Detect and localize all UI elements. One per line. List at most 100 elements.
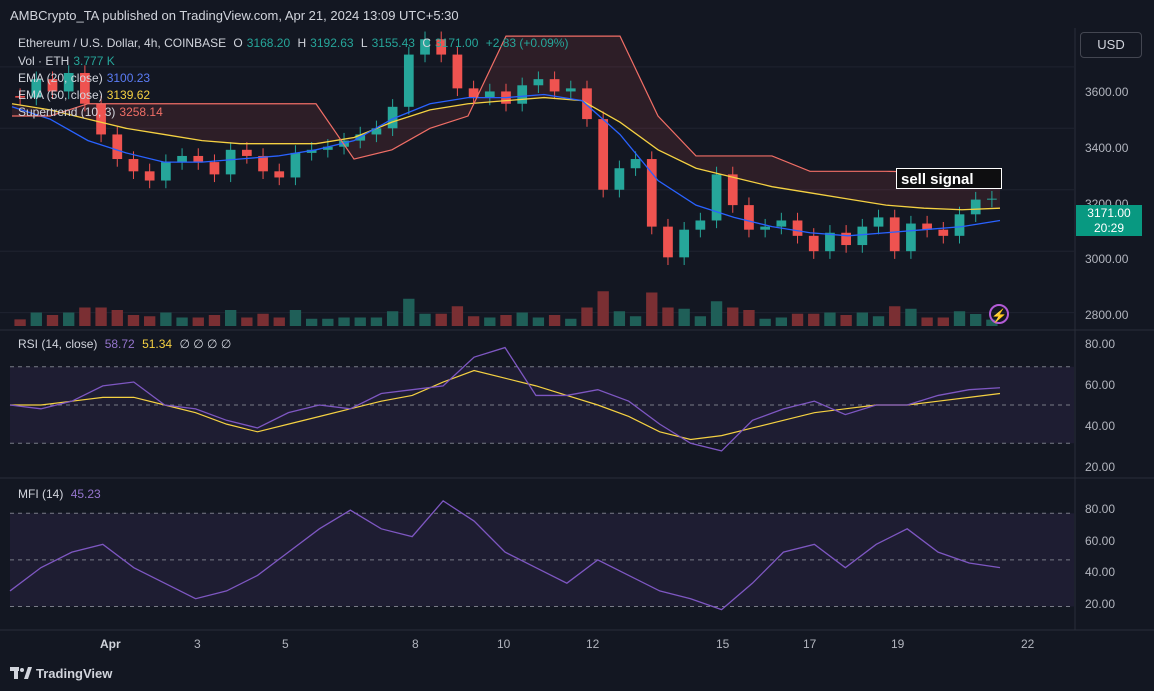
candle-body bbox=[727, 174, 738, 206]
rsi-pane[interactable] bbox=[9, 346, 1074, 452]
rsi-value: 58.72 bbox=[104, 337, 135, 351]
volume-bar bbox=[273, 317, 285, 326]
volume-bar bbox=[79, 307, 91, 326]
pane-separators bbox=[0, 28, 1154, 631]
ema20-label: EMA (20, close) bbox=[18, 71, 103, 85]
volume-bar bbox=[889, 306, 901, 326]
mfi-legend: MFI (14) 45.23 bbox=[18, 487, 105, 501]
candle-body bbox=[63, 73, 74, 92]
volume-bar bbox=[856, 312, 868, 326]
candle-body bbox=[808, 235, 819, 252]
candle-body bbox=[484, 91, 495, 98]
ema50-line bbox=[11, 96, 1001, 211]
rsi-tick: 20.00 bbox=[1085, 460, 1116, 474]
ema20-value: 3100.23 bbox=[106, 71, 151, 85]
candle-body bbox=[452, 54, 463, 89]
sell-signal-annotation[interactable]: sell signal bbox=[896, 168, 1002, 189]
change-value: +2.83 (+0.09%) bbox=[485, 36, 569, 50]
rsi-extra: ∅ ∅ ∅ ∅ bbox=[179, 337, 232, 351]
volume-bar bbox=[743, 310, 755, 326]
candle-body bbox=[549, 79, 560, 92]
ema50-value: 3139.62 bbox=[106, 88, 151, 102]
volume-bar bbox=[597, 291, 609, 326]
candle-body bbox=[873, 217, 884, 227]
rsi-legend: RSI (14, close) 58.72 51.34 ∅ ∅ ∅ ∅ bbox=[18, 337, 235, 351]
volume-bar bbox=[305, 318, 318, 326]
volume-bar bbox=[548, 315, 561, 326]
candle-body bbox=[630, 159, 641, 169]
candles bbox=[15, 31, 997, 266]
volume-legend: Vol · ETH 3.777 K bbox=[18, 54, 119, 68]
volume-bar bbox=[192, 317, 204, 326]
candle-body bbox=[306, 149, 317, 153]
ema50-label: EMA (50, close) bbox=[18, 88, 103, 102]
candle-body bbox=[565, 88, 576, 92]
price-tick: 3600.00 bbox=[1085, 85, 1129, 99]
volume-bar bbox=[678, 308, 690, 326]
candle-body bbox=[825, 232, 835, 252]
ema20-line bbox=[11, 93, 1001, 237]
candle-body bbox=[776, 220, 787, 227]
volume-bar bbox=[208, 315, 221, 326]
volume-bar bbox=[127, 315, 140, 326]
candle-body bbox=[841, 232, 851, 246]
mfi-tick: 60.00 bbox=[1085, 534, 1116, 548]
volume-bar bbox=[970, 314, 982, 326]
publisher-bar: AMBCrypto_TA published on TradingView.co… bbox=[0, 0, 1154, 30]
candle-body bbox=[15, 96, 25, 98]
candle-body bbox=[209, 162, 220, 175]
candle-body bbox=[792, 220, 803, 236]
volume-bars bbox=[14, 291, 998, 326]
ema20-legend: EMA (20, close) 3100.23 bbox=[18, 71, 154, 85]
volume-bar bbox=[937, 317, 949, 326]
volume-bar bbox=[338, 317, 350, 326]
candle-body bbox=[954, 214, 965, 236]
volume-bar bbox=[953, 311, 966, 326]
candle-body bbox=[857, 226, 868, 246]
volume-bar bbox=[160, 312, 172, 326]
time-tick: 19 bbox=[891, 637, 905, 651]
volume-bar bbox=[808, 313, 820, 326]
candle-body bbox=[403, 54, 414, 107]
candle-body bbox=[96, 103, 106, 135]
volume-bar bbox=[613, 311, 626, 326]
supertrend-fill bbox=[12, 36, 1000, 210]
high-value: 3192.63 bbox=[310, 36, 354, 50]
candle-body bbox=[889, 217, 900, 252]
volume-bar bbox=[95, 307, 107, 326]
high-label: H bbox=[297, 36, 307, 50]
candle-body bbox=[387, 106, 398, 129]
volume-bar bbox=[484, 317, 496, 326]
candle-body bbox=[468, 88, 479, 98]
volume-bar bbox=[257, 313, 269, 326]
candle-body bbox=[161, 162, 171, 181]
candle-body bbox=[128, 159, 139, 172]
time-tick: 22 bbox=[1021, 637, 1035, 651]
brand-name: TradingView bbox=[36, 666, 113, 681]
candle-body bbox=[533, 79, 544, 86]
volume-bar bbox=[872, 316, 885, 326]
volume-bar bbox=[775, 317, 788, 326]
low-label: L bbox=[360, 36, 368, 50]
price-tick: 3000.00 bbox=[1085, 252, 1129, 266]
candle-body bbox=[420, 39, 430, 55]
lightning-icon[interactable]: ⚡ bbox=[989, 304, 1009, 324]
candle-body bbox=[290, 152, 301, 178]
candle-body bbox=[177, 155, 187, 163]
volume-bar bbox=[905, 308, 917, 326]
mfi-label: MFI (14) bbox=[18, 487, 64, 501]
currency-button[interactable]: USD bbox=[1080, 32, 1142, 58]
volume-bar bbox=[111, 310, 123, 326]
candle-body bbox=[80, 73, 90, 104]
volume-bar bbox=[629, 316, 642, 326]
candle-body bbox=[371, 128, 382, 135]
time-tick: 8 bbox=[412, 637, 419, 651]
candle-body bbox=[47, 79, 58, 92]
volume-bar bbox=[354, 317, 366, 326]
mfi-tick: 80.00 bbox=[1085, 502, 1116, 516]
volume-bar bbox=[370, 317, 383, 326]
mfi-pane[interactable] bbox=[9, 500, 1074, 611]
candle-body bbox=[436, 39, 447, 55]
tradingview-logo[interactable]: TradingView bbox=[10, 666, 112, 681]
